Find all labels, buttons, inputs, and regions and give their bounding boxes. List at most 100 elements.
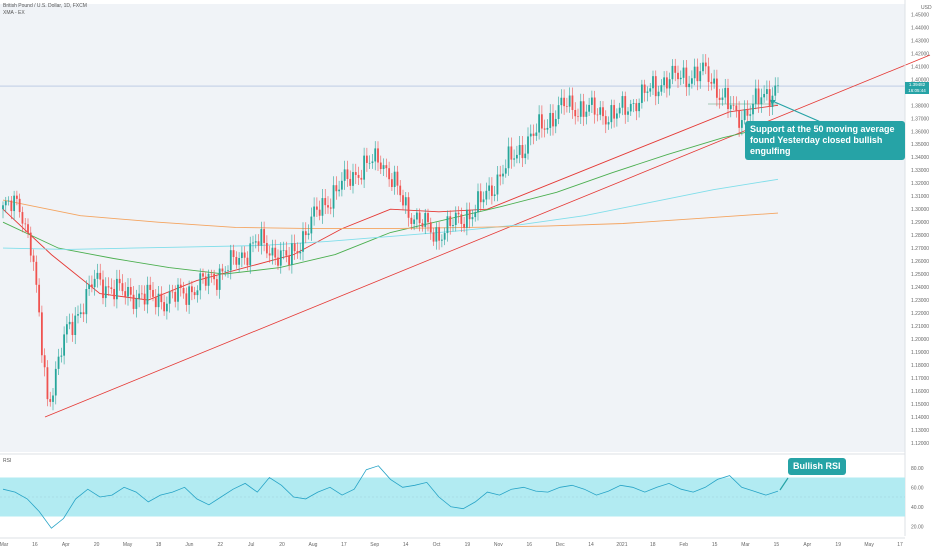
candle-body [474, 212, 477, 218]
candle-body [546, 127, 549, 130]
candle-body [613, 105, 616, 119]
candle-body [527, 136, 529, 154]
candle-body [324, 198, 327, 206]
candle-body [496, 174, 499, 195]
candle-body [629, 103, 632, 112]
candle-body [410, 217, 413, 224]
candle-body [43, 355, 46, 368]
candle-body [171, 291, 174, 293]
candle-body [332, 185, 335, 209]
candle-body [602, 107, 604, 117]
symbol-title[interactable]: British Pound / U.S. Dollar, 1D, FXCM [3, 3, 87, 9]
axis-unit: USD [921, 5, 932, 11]
candle-body [435, 227, 438, 242]
candle-body [193, 292, 196, 296]
candle-body [715, 78, 718, 98]
candle-body [699, 71, 702, 82]
candle-body [224, 270, 227, 272]
y-tick-label: 1.13000 [911, 428, 929, 434]
candle-body [365, 155, 368, 163]
candle-body [268, 253, 271, 256]
x-tick-label: Mar [0, 542, 9, 548]
candle-body [418, 212, 421, 224]
candle-body [52, 395, 54, 402]
y-tick-label: 1.24000 [911, 285, 929, 291]
candle-body [402, 195, 404, 206]
price-grid [0, 4, 905, 455]
candle-body [488, 185, 491, 191]
candle-body [465, 209, 468, 228]
y-tick-label: 1.19000 [911, 350, 929, 356]
candle-body [113, 288, 116, 300]
x-axis[interactable]: Mar 16 Apr 20 May 18 Jun 22 Jul 20 Aug 17 Sep 14 Oct 19… [0, 537, 905, 548]
rsi-title[interactable]: RSI [3, 458, 12, 464]
candle-body [543, 128, 546, 130]
ma50-line [2, 104, 779, 301]
candle-body [10, 200, 13, 212]
candle-body [713, 78, 716, 84]
rising-trendline [44, 54, 931, 418]
y-tick-label: 1.25000 [911, 272, 929, 278]
candle-body [127, 286, 129, 297]
candle-body [396, 171, 399, 186]
candle-body [82, 312, 85, 315]
candle-body [202, 273, 204, 277]
y-tick-label: 1.33000 [911, 168, 929, 174]
candle-body [177, 284, 179, 302]
candle-body [254, 241, 257, 243]
candle-body [15, 195, 18, 199]
candle-body [693, 66, 696, 79]
x-tick-label: 18 [156, 542, 162, 548]
candle-body [160, 293, 163, 303]
candle-body [221, 268, 224, 272]
candle-body [349, 178, 352, 186]
candle-body [746, 109, 749, 116]
candle-body [124, 291, 127, 297]
candle-body [252, 242, 254, 244]
candle-body [263, 229, 266, 243]
y-tick-label: 1.45000 [911, 12, 929, 18]
candle-body [85, 289, 88, 315]
candle-body [743, 109, 746, 121]
candle-body [363, 155, 366, 180]
y-tick-label: 1.35000 [911, 142, 929, 148]
y-tick-label: 1.14000 [911, 415, 929, 421]
candle-body [579, 101, 582, 117]
y-tick-label: 1.30000 [911, 207, 929, 213]
candle-body [724, 87, 727, 98]
ma-long-line [2, 199, 779, 230]
candle-body [618, 107, 621, 114]
rsi-annotation[interactable]: Bullish RSI [788, 458, 846, 475]
candle-body [432, 232, 435, 242]
candle-body [338, 189, 341, 192]
candle-body [485, 190, 488, 200]
candle-body [552, 112, 554, 127]
rsi-tick-label: 40.00 [911, 505, 924, 511]
x-tick-label: Sep [370, 542, 379, 548]
support-annotation[interactable]: Support at the 50 moving average found Y… [745, 121, 905, 160]
candle-body [204, 276, 207, 286]
candle-body [468, 209, 471, 220]
candle-body [532, 133, 535, 136]
candle-body [429, 222, 432, 233]
rsi-panel: 80.00 60.00 40.00 20.00 [0, 465, 924, 530]
candle-body [393, 171, 396, 187]
candle-body [340, 180, 343, 190]
candle-body [460, 214, 463, 224]
candle-body [110, 287, 113, 289]
candle-body [260, 229, 263, 246]
candle-body [307, 233, 310, 236]
candle-body [463, 223, 466, 228]
candle-body [424, 213, 427, 227]
x-tick-label: Dec [556, 542, 565, 548]
candle-body [329, 207, 332, 209]
candle-body [299, 251, 302, 254]
candle-body [146, 284, 149, 305]
rsi-tick-label: 80.00 [911, 466, 924, 472]
indicator-title[interactable]: XMA - EX [3, 10, 25, 16]
candle-body [479, 191, 482, 203]
candle-body [504, 168, 507, 174]
rsi-pointer [779, 477, 789, 491]
